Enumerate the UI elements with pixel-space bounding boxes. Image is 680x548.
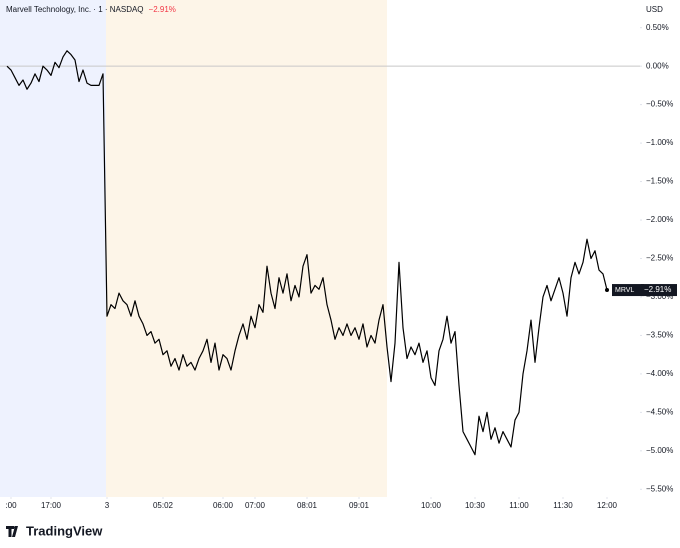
y-tick-label: −1.50% [646,177,673,186]
logo-dot [14,526,17,529]
currency: USD [646,5,663,14]
y-tick-label: −5.00% [646,446,673,455]
y-tick-label: −5.50% [646,484,673,493]
price-line [6,50,608,456]
y-tick-label: 0.50% [646,23,669,32]
session-band [106,0,387,497]
session-backgrounds [0,0,387,497]
last-badge-symbol: MRVL [615,287,634,294]
y-tick-label: −4.50% [646,407,673,416]
x-tick-label: 11:00 [509,501,529,510]
y-tick-label: −1.00% [646,138,673,147]
x-tick-label: 3 [105,501,110,510]
x-tick-label: 09:01 [349,501,370,510]
y-tick-label: −3.00% [646,292,673,301]
session-band [0,0,106,497]
y-tick-label: −3.50% [646,331,673,340]
last-point [605,288,609,293]
x-tick-label: :00 [5,501,17,510]
y-tick-label: −0.50% [646,100,673,109]
x-tick-label: 11:30 [553,501,573,510]
last-badge [612,284,644,297]
brand-logo [6,526,18,537]
x-tick-label: 07:00 [245,501,266,510]
chart-title: Marvell Technology, Inc. · 1 · NASDAQ −2.… [6,5,176,14]
x-tick-label: 17:00 [41,501,62,510]
y-tick-label: −2.50% [646,254,673,263]
y-tick-label: −4.00% [646,369,673,378]
last-value-box [641,284,677,297]
x-tick-label: 12:00 [597,501,618,510]
y-tick-label: −2.00% [646,215,673,224]
brand-name: TradingView [26,523,103,538]
x-tick-label: 10:30 [465,501,486,510]
x-tick-label: 05:02 [153,501,174,510]
last-value-label: −2.91% [644,285,671,294]
y-tick-label: 0.00% [646,61,669,70]
x-tick-label: 10:00 [421,501,442,510]
x-tick-label: 08:01 [297,501,318,510]
title-change: −2.91% [149,5,176,14]
title-text: Marvell Technology, Inc. · 1 · NASDAQ [6,5,144,14]
x-tick-label: 06:00 [213,501,234,510]
